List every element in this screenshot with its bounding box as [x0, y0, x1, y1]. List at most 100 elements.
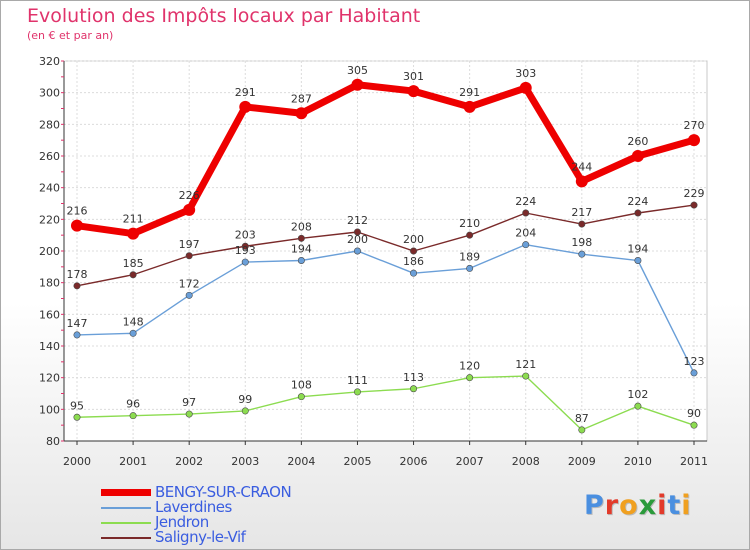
legend-label: BENGY-SUR-CRAON [155, 483, 292, 501]
data-label: 193 [235, 244, 256, 257]
data-label: 90 [687, 407, 701, 420]
legend-swatch [101, 489, 151, 496]
x-tick-label: 2005 [343, 455, 371, 468]
data-label: 216 [67, 205, 88, 218]
data-point [522, 209, 530, 217]
y-tick-label: 240 [39, 182, 60, 195]
data-point [578, 250, 586, 258]
data-label: 194 [291, 243, 312, 256]
x-tick-label: 2011 [680, 455, 708, 468]
data-label: 260 [627, 135, 648, 148]
legend-label: Jendron [155, 513, 209, 531]
data-label: 287 [291, 92, 312, 105]
data-point [634, 402, 642, 410]
data-point [410, 247, 418, 255]
data-point [410, 385, 418, 393]
data-label: 194 [627, 243, 648, 256]
data-label: 200 [347, 233, 368, 246]
series-line-saligny-le-vif [76, 204, 695, 287]
y-tick-label: 100 [39, 403, 60, 416]
y-tick-label: 260 [39, 150, 60, 163]
data-label: 203 [235, 228, 256, 241]
data-label: 217 [571, 206, 592, 219]
data-point [73, 282, 81, 290]
data-label: 185 [123, 257, 144, 270]
data-point [578, 220, 586, 228]
data-point [297, 234, 305, 242]
series-line-laverdines [76, 243, 695, 374]
x-tick-label: 2006 [400, 455, 428, 468]
data-label: 211 [123, 213, 144, 226]
data-label: 108 [291, 379, 312, 392]
data-label: 95 [70, 399, 84, 412]
data-label: 96 [126, 398, 140, 411]
data-point [466, 231, 474, 239]
data-point [519, 81, 532, 94]
data-label: 123 [684, 355, 705, 368]
data-label: 197 [179, 238, 200, 251]
legend-swatch [101, 506, 151, 509]
data-point [129, 329, 137, 337]
data-point [297, 393, 305, 401]
data-point [185, 252, 193, 260]
data-label: 224 [515, 195, 536, 208]
data-point [634, 256, 642, 264]
y-tick-label: 160 [39, 308, 60, 321]
x-tick-label: 2009 [568, 455, 596, 468]
data-point [463, 100, 476, 113]
data-label: 305 [347, 64, 368, 77]
data-point [522, 372, 530, 380]
data-point [410, 269, 418, 277]
data-point [73, 331, 81, 339]
data-label: 224 [627, 195, 648, 208]
data-point [71, 219, 83, 232]
data-point [634, 209, 642, 217]
data-point [183, 203, 196, 216]
legend-swatch [101, 536, 151, 539]
x-tick-label: 2000 [63, 455, 91, 468]
data-point [185, 291, 193, 299]
data-point [241, 242, 249, 250]
data-label: 200 [403, 233, 424, 246]
data-label: 172 [179, 277, 200, 290]
series-line-bengy-sur-craon [73, 81, 698, 238]
proxiti-logo: Proxiti [584, 490, 692, 521]
data-point [239, 100, 252, 113]
data-label: 99 [238, 393, 252, 406]
data-point [353, 247, 361, 255]
y-tick-label: 280 [39, 118, 60, 131]
data-point [690, 369, 698, 377]
data-point [690, 201, 698, 209]
chart-title: Evolution des Impôts locaux par Habitant [27, 5, 421, 27]
series-line-jendron [76, 375, 695, 431]
data-label: 178 [67, 268, 88, 281]
data-point [575, 175, 588, 188]
data-point [351, 78, 364, 91]
legend-label: Laverdines [155, 498, 232, 516]
y-tick-label: 300 [39, 87, 60, 100]
data-point [241, 407, 249, 415]
data-point [631, 150, 644, 162]
x-tick-label: 2004 [287, 455, 315, 468]
data-point [127, 227, 140, 240]
data-label: 212 [347, 214, 368, 227]
y-tick-label: 220 [39, 213, 60, 226]
data-point [73, 413, 81, 421]
data-point [688, 134, 700, 147]
data-label: 301 [403, 70, 424, 83]
data-point [466, 264, 474, 272]
data-label: 189 [459, 250, 480, 263]
data-point [129, 412, 137, 420]
x-tick-label: 2002 [175, 455, 203, 468]
data-point [578, 426, 586, 434]
x-tick-label: 2001 [119, 455, 147, 468]
data-point [353, 228, 361, 236]
data-label: 147 [67, 317, 88, 330]
data-point [297, 256, 305, 264]
y-tick-label: 200 [39, 245, 60, 258]
chart-subtitle: (en € et par an) [27, 29, 114, 42]
data-label: 208 [291, 220, 312, 233]
data-label: 204 [515, 227, 536, 240]
